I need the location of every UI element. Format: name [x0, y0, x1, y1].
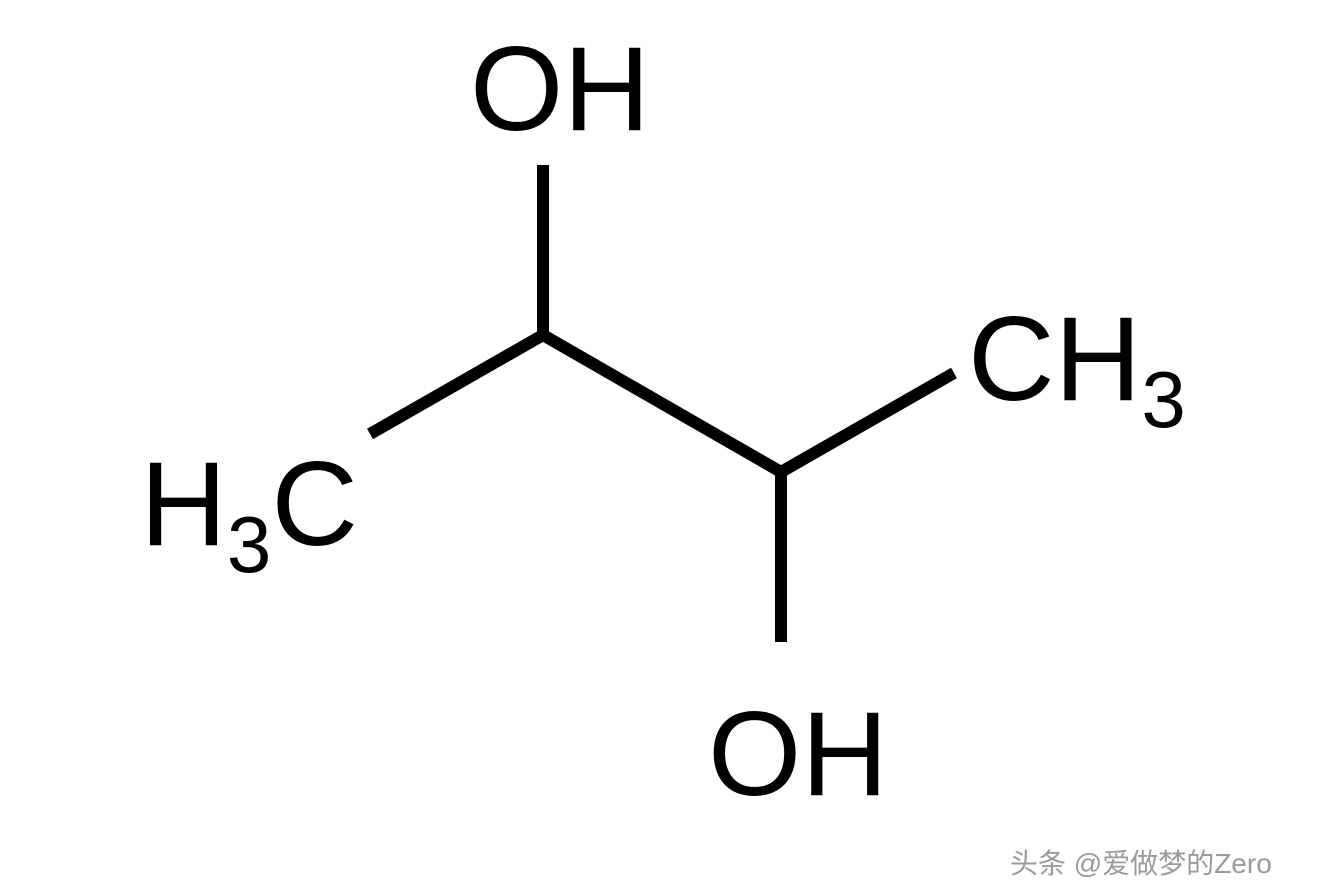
label-h3c-left-H: H: [140, 437, 227, 571]
bond-c1-c2: [543, 335, 781, 472]
label-ch3-right-3: 3: [1141, 355, 1186, 444]
label-h3c-left-C: C: [271, 437, 358, 571]
label-oh-top: OH: [470, 22, 650, 156]
chemical-structure-diagram: OH OH H3C CH3: [0, 0, 1326, 878]
label-h3c-left: H3C: [140, 437, 358, 589]
label-ch3-right: CH3: [968, 292, 1186, 444]
label-ch3-right-CH: CH: [968, 292, 1141, 426]
label-oh-bottom: OH: [708, 687, 888, 821]
bonds-group: [370, 165, 954, 642]
watermark-text: 头条 @爱做梦的Zero: [1010, 842, 1272, 882]
label-h3c-left-3: 3: [227, 500, 272, 589]
bond-c2-ch3-right: [781, 373, 954, 472]
bond-c1-ch3-left: [370, 335, 543, 434]
labels-group: OH OH H3C CH3: [140, 22, 1186, 821]
